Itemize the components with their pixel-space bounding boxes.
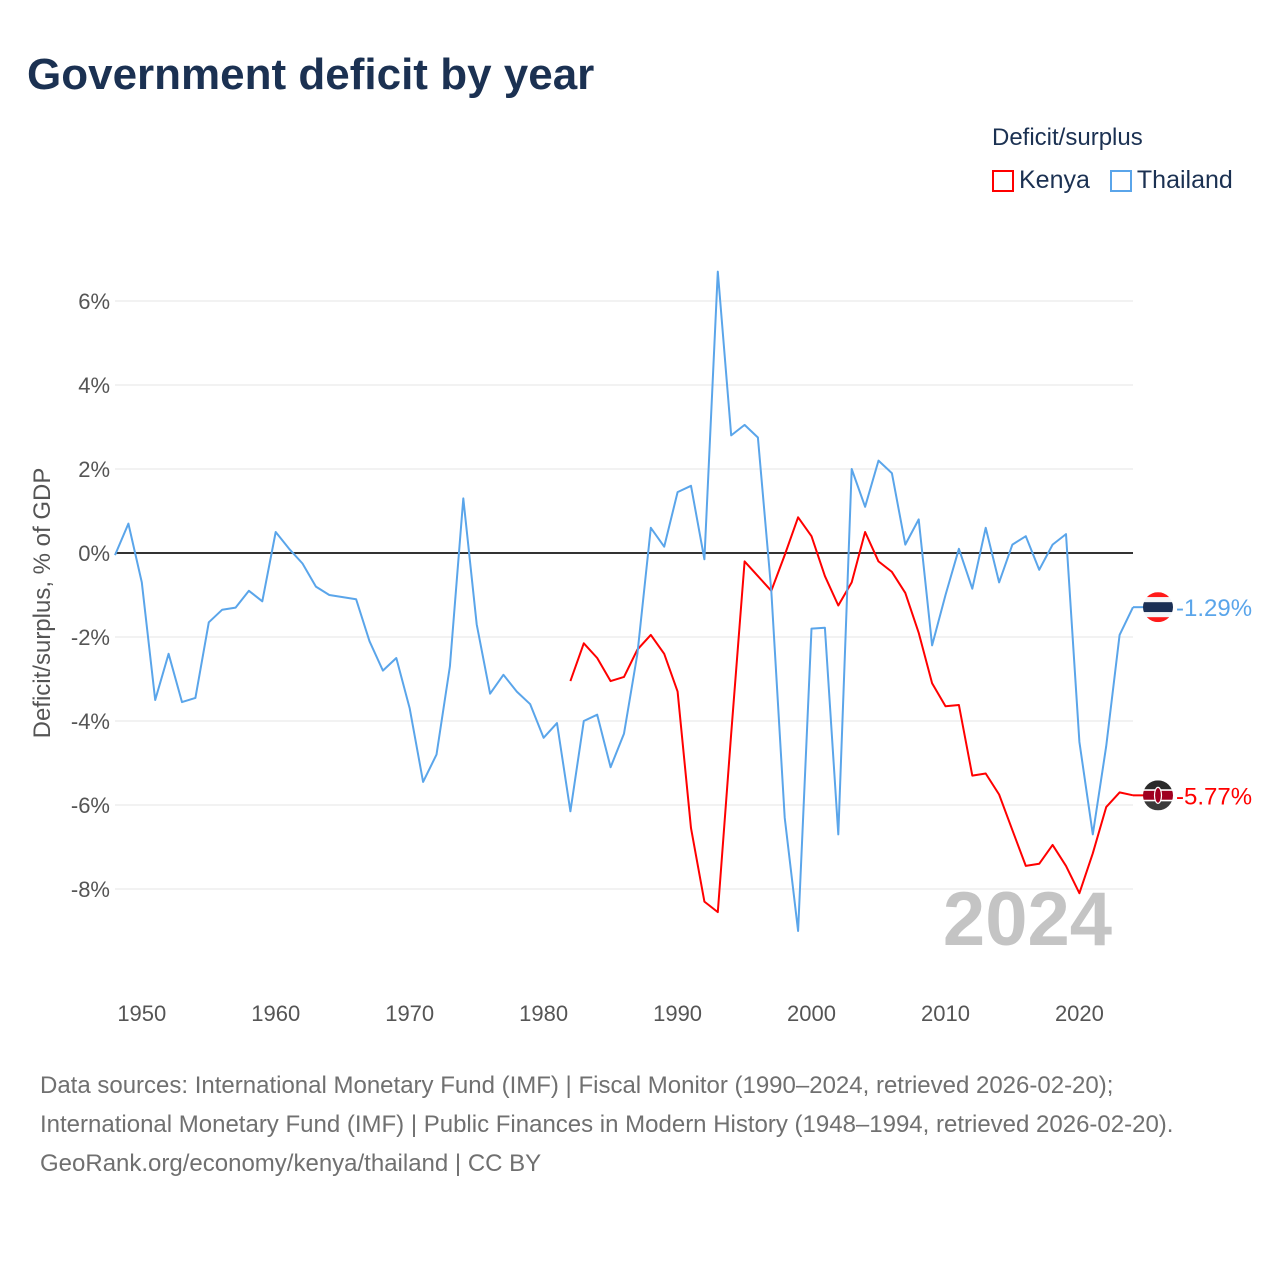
x-tick-label: 2000 [787, 1001, 836, 1026]
line-chart: 6% 4% 2% 0% -2% -4% -6% -8% 1950 1960 1970 1980 199… [29, 270, 1252, 1026]
flag-stripes [1143, 592, 1173, 623]
flag-stripe [1143, 592, 1173, 598]
flag-stripe [1143, 612, 1173, 618]
flag-stripe [1143, 597, 1173, 603]
y-tick-label: 0% [78, 541, 110, 566]
y-axis-ticks: 6% 4% 2% 0% -2% -4% -6% -8% [71, 289, 110, 902]
y-tick-label: -6% [71, 793, 110, 818]
end-value-label-thailand: -1.29% [1176, 595, 1252, 622]
legend-item-thailand[interactable]: Thailand [1109, 166, 1233, 195]
flag-icon-thailand [1143, 592, 1173, 623]
legend-label-kenya: Kenya [1019, 166, 1090, 194]
chart-title: Government deficit by year [27, 50, 595, 99]
x-tick-label: 2020 [1055, 1001, 1104, 1026]
data-sources: Data sources: International Monetary Fun… [40, 1072, 1174, 1138]
y-tick-label: 6% [78, 289, 110, 314]
gridlines [115, 300, 1133, 890]
x-tick-label: 1980 [519, 1001, 568, 1026]
series-line-kenya [569, 516, 1134, 914]
flag-stripe [1143, 801, 1173, 811]
legend: Deficit/surplus Kenya Thailand [992, 124, 1233, 195]
legend-swatch-thailand [1109, 169, 1132, 192]
legend-label-thailand: Thailand [1136, 166, 1233, 194]
x-axis-ticks: 1950 1960 1970 1980 1990 2000 2010 2020 [117, 1001, 1104, 1026]
end-value-label-kenya: -5.77% [1176, 783, 1252, 810]
y-tick-label: 4% [78, 373, 110, 398]
footer: Data sources: International Monetary Fun… [40, 1066, 1240, 1183]
series-lines [114, 270, 1134, 932]
y-tick-label: -2% [71, 625, 110, 650]
flag-shield [1153, 786, 1163, 804]
end-labels: -5.77% -1.29% [1133, 592, 1252, 811]
flag-stripe [1143, 602, 1173, 613]
x-tick-label: 1960 [251, 1001, 300, 1026]
flag-stripes [1143, 780, 1173, 811]
flag-stripe [1143, 780, 1173, 790]
legend-title: Deficit/surplus [992, 124, 1143, 151]
y-tick-label: 2% [78, 457, 110, 482]
series-line-thailand [114, 270, 1134, 932]
legend-item-kenya[interactable]: Kenya [992, 166, 1090, 195]
y-axis-label: Deficit/surplus, % of GDP [29, 468, 56, 739]
x-tick-label: 1950 [117, 1001, 166, 1026]
y-tick-label: -8% [71, 877, 110, 902]
year-watermark: 2024 [943, 877, 1112, 962]
flag-stripe [1143, 617, 1173, 623]
legend-swatch-kenya [992, 169, 1014, 192]
credit-link[interactable]: GeoRank.org/economy/kenya/thailand | CC … [40, 1150, 542, 1177]
x-tick-label: 2010 [921, 1001, 970, 1026]
y-tick-label: -4% [71, 709, 110, 734]
x-tick-label: 1990 [653, 1001, 702, 1026]
flag-icon-kenya [1143, 780, 1173, 811]
x-tick-label: 1970 [385, 1001, 434, 1026]
